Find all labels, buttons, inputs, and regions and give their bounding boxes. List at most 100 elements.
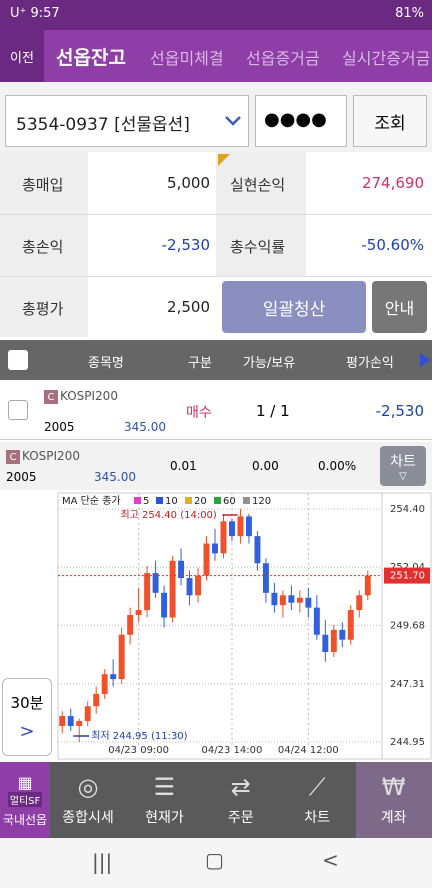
status-bar: U⁺ 9:57 81% xyxy=(0,0,432,30)
label: 총수익률 xyxy=(230,238,286,256)
candle-body xyxy=(186,578,193,596)
bottom-nav: ▦ 멀티SF 국내선옵 ◎ 종합시세 ☰ 현재가 ⇄ 주문 ⟋ 차트 ₩ 계좌 xyxy=(0,762,432,838)
tab[interactable]: 실시간증거금 xyxy=(342,49,431,68)
y-tick-label: 254.40 xyxy=(390,504,425,515)
candle-body xyxy=(195,575,201,596)
tab[interactable]: 선옵미체결 xyxy=(150,49,224,68)
back-button[interactable]: 이전 xyxy=(0,30,44,82)
checkbox[interactable] xyxy=(8,350,28,370)
candle-body xyxy=(59,716,66,726)
candle-body xyxy=(330,629,337,653)
chart-button[interactable]: 차트 ▽ xyxy=(380,446,426,486)
summary: 총매입 5,000 실현손익 274,690 총손익 -2,530 총수익률 -… xyxy=(0,152,432,337)
legend-label: 60 xyxy=(223,496,236,507)
candle-body xyxy=(135,610,142,616)
candle-body xyxy=(364,575,371,596)
table-row[interactable]: C KOSPI200 2005 345.00 매수 1 / 1 -2,530 xyxy=(0,380,432,440)
x-tick-label: 04/23 09:00 xyxy=(108,745,169,756)
quote-value: 0.00 xyxy=(252,459,279,473)
candle-body xyxy=(237,516,244,537)
item-code: 2005 xyxy=(44,420,75,434)
candle-body xyxy=(127,615,134,635)
checkbox[interactable] xyxy=(8,400,28,420)
badge: C xyxy=(6,450,20,464)
header: 구분 xyxy=(188,356,212,371)
candle-body xyxy=(262,563,269,593)
candle-body xyxy=(322,634,329,653)
value: -50.60% xyxy=(361,236,424,254)
password[interactable]: ●●●● xyxy=(255,95,347,147)
candle-body xyxy=(245,516,252,537)
header: 평가손익 xyxy=(346,356,394,371)
x-tick-label: 04/23 14:00 xyxy=(202,745,263,756)
side: 매수 xyxy=(186,405,212,421)
high-annotation: 최고 254.40 (14:00) xyxy=(120,509,216,521)
nav-item[interactable]: ☰ 현재가 xyxy=(145,773,184,826)
candle-body xyxy=(203,543,210,576)
item-name: KOSPI200 xyxy=(22,449,80,463)
label: 실현손익 xyxy=(230,176,286,194)
candle-body xyxy=(144,573,151,611)
interval-button[interactable]: 30분 > xyxy=(2,678,52,756)
header: 종목명 xyxy=(88,356,124,371)
low-annotation: 최저 244.95 (11:30) xyxy=(91,730,187,742)
value: 274,690 xyxy=(361,174,424,192)
legend-label: 20 xyxy=(194,496,207,507)
candle-body xyxy=(84,706,91,722)
nav-label: 계좌 xyxy=(380,810,407,826)
y-tick-label: 249.68 xyxy=(390,620,425,631)
item-code: 2005 xyxy=(6,470,37,484)
nav-label: 종합시세 xyxy=(62,810,114,826)
candle-body xyxy=(93,693,100,707)
nav-label: 현재가 xyxy=(145,810,184,826)
candle-body xyxy=(110,674,117,680)
tab-active[interactable]: 선옵잔고 xyxy=(56,47,126,69)
label: 총평가 xyxy=(22,300,64,318)
interval-label: 30분 xyxy=(10,694,44,712)
label: 총손익 xyxy=(22,238,64,256)
candle-body xyxy=(313,607,320,635)
table-header: 종목명 구분 가능/보유 평가손익 xyxy=(0,340,432,380)
tab[interactable]: 선옵증거금 xyxy=(246,49,320,68)
nav-item[interactable]: ⇄ 주문 xyxy=(227,773,254,826)
candle-body xyxy=(288,595,295,603)
candle-body xyxy=(169,560,176,618)
account-row: 5354-0937 [선물옵션] ●●●● 조회 xyxy=(0,82,432,152)
legend-label: 120 xyxy=(252,496,271,507)
tab-bar: 이전 선옵잔고 선옵미체결 선옵증거금 실시간증거금 xyxy=(0,30,432,82)
legend-label: 5 xyxy=(143,496,149,507)
nav-item[interactable]: ⟋ 차트 xyxy=(304,773,331,826)
label: 총매입 xyxy=(22,176,64,194)
strike: 345.00 xyxy=(124,420,166,434)
nav-label: 차트 xyxy=(304,810,331,826)
item-name: KOSPI200 xyxy=(60,389,118,403)
liquidate-button[interactable]: 일괄청산 xyxy=(222,281,366,333)
chart-button-label: 차트 xyxy=(390,453,416,470)
nav-item[interactable]: ₩ 계좌 xyxy=(355,762,432,838)
nav-label: 국내선옵 xyxy=(2,812,48,827)
badge: C xyxy=(44,390,58,404)
candle-body xyxy=(296,597,303,603)
candle-body xyxy=(67,716,74,726)
time: U⁺ 9:57 xyxy=(10,6,60,21)
nav-item[interactable]: ▦ 멀티SF 국내선옵 xyxy=(0,762,50,838)
nav-item[interactable]: ◎ 종합시세 xyxy=(62,773,114,826)
candle-body xyxy=(271,592,278,606)
pl: -2,530 xyxy=(375,402,424,420)
account-select[interactable]: 5354-0937 [선물옵션] xyxy=(5,95,249,147)
legend-swatch xyxy=(185,497,192,504)
nav-badge: 멀티SF xyxy=(7,791,43,807)
value: 2,500 xyxy=(167,298,210,316)
candle-body xyxy=(339,629,346,640)
y-tick-label: 244.95 xyxy=(390,737,425,748)
legend-swatch xyxy=(156,497,163,504)
candle-body xyxy=(305,597,312,608)
search-button[interactable]: 조회 xyxy=(353,95,427,147)
system-nav: ||| ▢ < xyxy=(0,838,432,888)
legend-label: 10 xyxy=(165,496,178,507)
candle-body xyxy=(220,521,227,554)
candle-body xyxy=(76,721,83,726)
info-button[interactable]: 안내 xyxy=(372,281,427,333)
legend-swatch xyxy=(214,497,221,504)
